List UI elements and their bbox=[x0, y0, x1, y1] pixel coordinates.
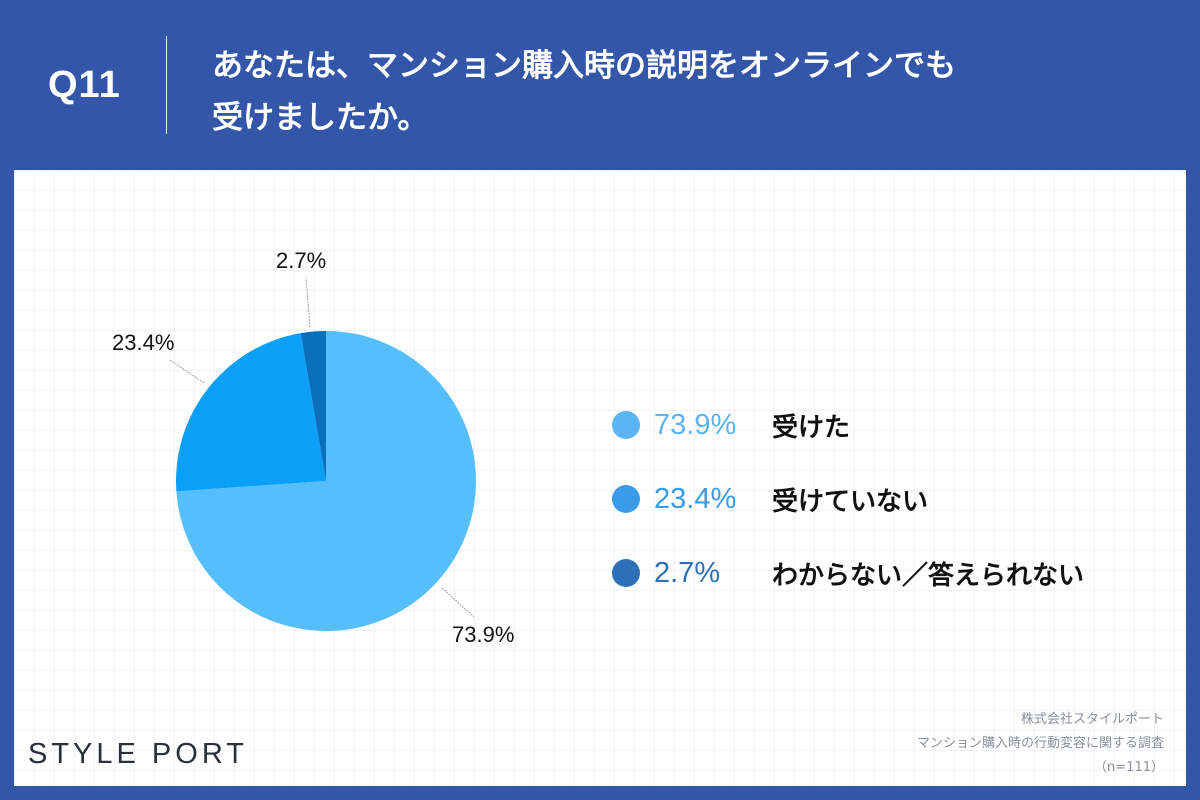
legend-dot-icon bbox=[612, 485, 640, 513]
pie-slice-received bbox=[176, 331, 477, 632]
chart-card: 2.7% 23.4% 73.9% 73.9% 受けた 23.4% 受けていない … bbox=[14, 170, 1186, 786]
source-note: 株式会社スタイルポート マンション購入時の行動変容に関する調査 （n=111） bbox=[917, 708, 1164, 780]
pie-slice-not-received bbox=[176, 333, 326, 492]
chart-legend: 73.9% 受けた 23.4% 受けていない 2.7% わからない／答えられない bbox=[612, 388, 1084, 610]
legend-item-received: 73.9% 受けた bbox=[612, 388, 1084, 462]
pie-label-unknown: 2.7% bbox=[276, 248, 327, 273]
question-header: Q11 あなたは、マンション購入時の説明をオンラインでも 受けましたか。 bbox=[0, 0, 1200, 170]
leader-line-received bbox=[441, 587, 475, 618]
pie-svg bbox=[169, 277, 477, 632]
header-divider bbox=[166, 36, 167, 134]
source-survey: マンション購入時の行動変容に関する調査 bbox=[916, 736, 1164, 751]
leader-line-not-received bbox=[169, 359, 205, 384]
legend-pct: 23.4% bbox=[654, 482, 737, 515]
style-port-logo: STYLE PORT bbox=[28, 738, 248, 770]
legend-label: わからない／答えられない bbox=[772, 560, 1085, 591]
pie-chart: 2.7% 23.4% 73.9% bbox=[14, 170, 614, 786]
question-number: Q11 bbox=[48, 64, 121, 106]
legend-item-not-received: 23.4% 受けていない bbox=[612, 462, 1084, 536]
legend-label: 受けた bbox=[772, 412, 851, 443]
source-company: 株式会社スタイルポート bbox=[1020, 712, 1164, 727]
leader-line-unknown bbox=[305, 277, 311, 328]
pie-slice-unknown bbox=[300, 331, 326, 481]
legend-label: 受けていない bbox=[772, 486, 929, 517]
legend-dot-icon bbox=[612, 411, 640, 439]
legend-pct: 73.9% bbox=[654, 408, 737, 441]
question-text: あなたは、マンション購入時の説明をオンラインでも 受けましたか。 bbox=[212, 48, 956, 136]
pie-label-not-received: 23.4% bbox=[112, 330, 175, 355]
sample-size: （n=111） bbox=[1094, 760, 1164, 775]
legend-dot-icon bbox=[612, 559, 640, 587]
legend-item-unknown: 2.7% わからない／答えられない bbox=[612, 536, 1084, 610]
pie-label-received: 73.9% bbox=[452, 622, 515, 647]
legend-pct: 2.7% bbox=[654, 556, 721, 589]
